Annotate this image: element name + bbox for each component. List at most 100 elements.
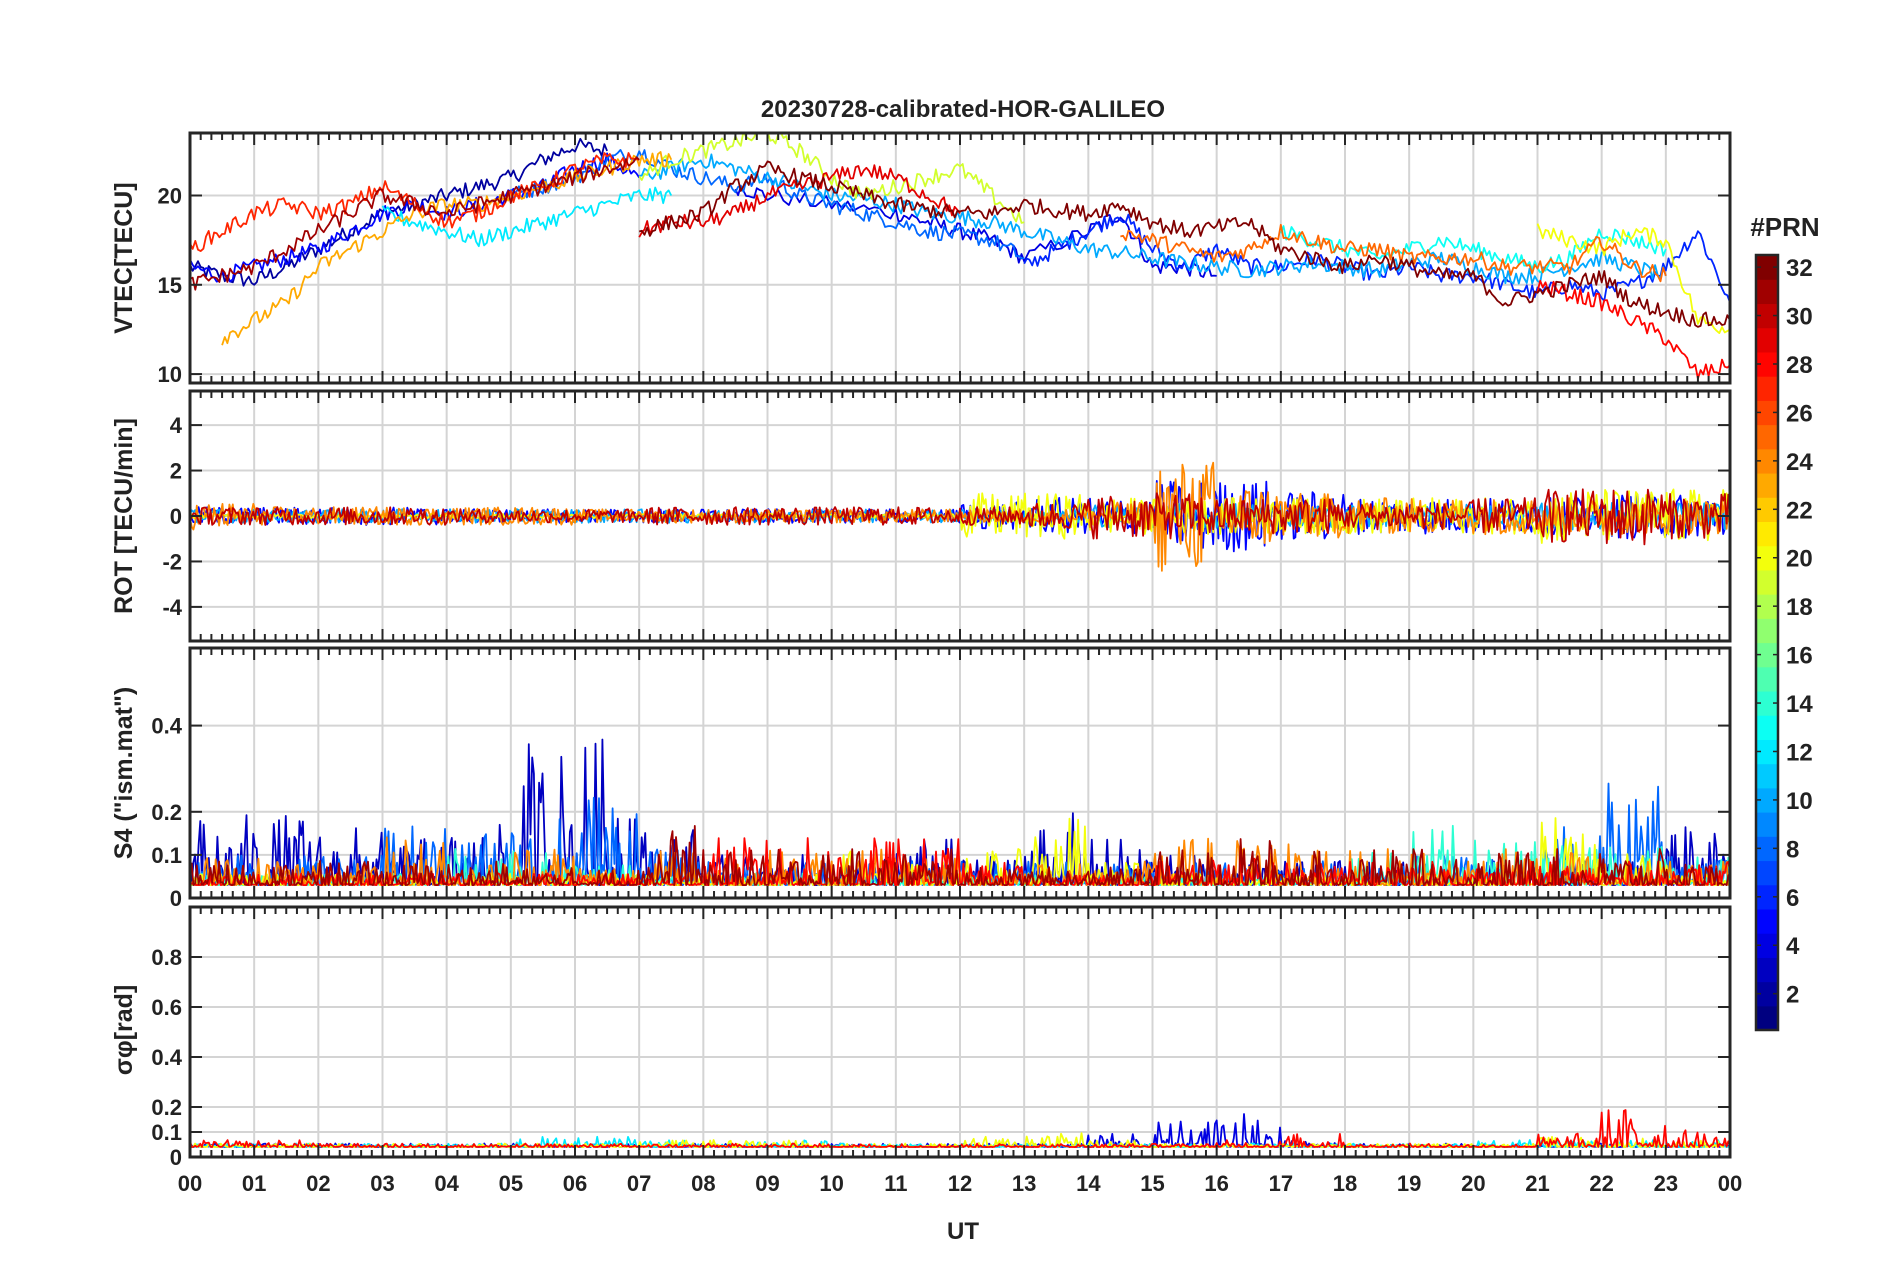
colorbar-band bbox=[1756, 860, 1778, 886]
x-tick-label: 21 bbox=[1525, 1171, 1549, 1196]
series-line-prn-24 bbox=[190, 461, 1730, 572]
series-line-prn-31 bbox=[190, 825, 1730, 886]
colorbar-band bbox=[1756, 642, 1778, 668]
x-tick-label: 13 bbox=[1012, 1171, 1036, 1196]
y-tick-label: 0.4 bbox=[151, 714, 182, 739]
colorbar-tick-label: 10 bbox=[1786, 788, 1813, 815]
colorbar-band bbox=[1756, 545, 1778, 571]
series-line-prn-19 bbox=[638, 133, 1025, 224]
y-tick-label: 0.2 bbox=[151, 1095, 182, 1120]
x-tick-label: 06 bbox=[563, 1171, 587, 1196]
y-tick-label: 0.4 bbox=[151, 1045, 182, 1070]
colorbar-tick-label: 32 bbox=[1786, 255, 1813, 282]
colorbar-band bbox=[1756, 739, 1778, 765]
x-tick-label: 00 bbox=[178, 1171, 202, 1196]
colorbar-band bbox=[1756, 933, 1778, 958]
colorbar-band bbox=[1756, 981, 1778, 1007]
colorbar-band bbox=[1756, 569, 1778, 595]
colorbar-band bbox=[1756, 812, 1778, 837]
y-axis-label: S4 ("ism.mat") bbox=[110, 687, 138, 859]
x-tick-label: 18 bbox=[1333, 1171, 1357, 1196]
series-line-prn-25 bbox=[1120, 223, 1667, 283]
colorbar-band bbox=[1756, 303, 1778, 329]
colorbar-tick-label: 30 bbox=[1786, 304, 1813, 331]
series-group bbox=[190, 461, 1730, 572]
x-axis-label: UT bbox=[947, 1218, 979, 1245]
x-tick-label: 09 bbox=[755, 1171, 779, 1196]
y-tick-label: 20 bbox=[158, 184, 182, 209]
figure-title: 20230728-calibrated-HOR-GALILEO bbox=[761, 96, 1165, 123]
x-tick-labels: 00 01 02 03 04 05 06 07 08 09 10 11 12 13 14 15 16 17 18 19… bbox=[178, 1171, 1742, 1196]
series-line-prn-8 bbox=[509, 149, 1025, 260]
colorbar-band bbox=[1756, 472, 1778, 498]
series-group bbox=[190, 133, 1730, 380]
x-tick-label: 01 bbox=[242, 1171, 266, 1196]
colorbar-tick-label: 24 bbox=[1786, 449, 1813, 476]
colorbar-band bbox=[1756, 763, 1778, 789]
colorbar-tick-label: 8 bbox=[1786, 836, 1799, 863]
x-tick-label: 16 bbox=[1204, 1171, 1228, 1196]
colorbar-band bbox=[1756, 1005, 1778, 1031]
x-tick-label: 11 bbox=[884, 1171, 907, 1196]
x-tick-label: 10 bbox=[819, 1171, 843, 1196]
y-tick-label: 0 bbox=[170, 1145, 182, 1170]
series-line-prn-4 bbox=[734, 185, 1217, 278]
colorbar-band bbox=[1756, 279, 1778, 305]
colorbar-band bbox=[1756, 327, 1778, 353]
panel-s4: 0 0.1 0.2 0.4 S4 ("ism.mat") bbox=[110, 646, 1732, 911]
colorbar-band bbox=[1756, 594, 1778, 619]
x-tick-label: 04 bbox=[434, 1171, 459, 1196]
x-tick-label: 23 bbox=[1654, 1171, 1678, 1196]
colorbar-band bbox=[1756, 448, 1778, 474]
x-tick-label: 14 bbox=[1076, 1171, 1101, 1196]
colorbar-band bbox=[1756, 666, 1778, 692]
colorbar-tick-label: 22 bbox=[1786, 497, 1813, 524]
y-tick-label: 10 bbox=[158, 362, 182, 387]
y-tick-label: 0.1 bbox=[151, 843, 182, 868]
series-line-prn-12 bbox=[381, 186, 673, 248]
colorbar-tick-label: 16 bbox=[1786, 643, 1813, 670]
series-line-prn-2 bbox=[190, 137, 608, 287]
colorbar-tick-label: 2 bbox=[1786, 982, 1799, 1009]
series-line-prn-20 bbox=[1536, 223, 1730, 334]
panel-sigma_phi: 00.10.2 0.4 0.6 0.8 σφ[rad] bbox=[110, 905, 1732, 1170]
colorbar-band bbox=[1756, 351, 1778, 377]
y-tick-label: 0.6 bbox=[151, 995, 182, 1020]
colorbar-band bbox=[1756, 787, 1778, 813]
x-tick-label: 07 bbox=[627, 1171, 651, 1196]
y-tick-label: 0.1 bbox=[151, 1120, 182, 1145]
colorbar-tick-label: 14 bbox=[1786, 691, 1813, 718]
colorbar-frame bbox=[1754, 253, 1780, 1032]
y-tick-label: 0 bbox=[170, 504, 182, 529]
series-line-prn-27 bbox=[190, 152, 640, 252]
colorbar-title: #PRN bbox=[1750, 212, 1819, 242]
x-tick-label: 05 bbox=[499, 1171, 523, 1196]
y-tick-label: 0.8 bbox=[151, 945, 182, 970]
series-group bbox=[190, 738, 1730, 886]
x-tick-label: 19 bbox=[1397, 1171, 1421, 1196]
colorbar-tick-label: 18 bbox=[1786, 594, 1813, 621]
x-tick-label: 08 bbox=[691, 1171, 715, 1196]
colorbar-band bbox=[1756, 400, 1778, 426]
panel-vtec: 10 15 20 VTEC[TECU] bbox=[110, 131, 1732, 387]
y-axis-label: VTEC[TECU] bbox=[110, 182, 138, 333]
colorbar-band bbox=[1756, 618, 1778, 644]
colorbar-band bbox=[1756, 884, 1778, 910]
x-tick-label: 00 bbox=[1718, 1171, 1742, 1196]
x-tick-label: 22 bbox=[1589, 1171, 1613, 1196]
series-line-prn-10 bbox=[639, 153, 1667, 285]
colorbar-band bbox=[1756, 715, 1778, 740]
colorbar-band bbox=[1756, 376, 1778, 401]
y-tick-label: 4 bbox=[170, 413, 183, 438]
series-line-prn-32 bbox=[638, 160, 1730, 328]
colorbar-tick-label: 12 bbox=[1786, 739, 1813, 766]
colorbar-band bbox=[1756, 521, 1778, 547]
panel-rot: -4 -2 0 2 4 ROT [TECU/min] bbox=[110, 389, 1732, 643]
x-tick-label: 03 bbox=[370, 1171, 394, 1196]
x-tick-label: 20 bbox=[1461, 1171, 1485, 1196]
series-line-prn-31 bbox=[190, 156, 640, 291]
colorbar-band bbox=[1756, 255, 1778, 280]
